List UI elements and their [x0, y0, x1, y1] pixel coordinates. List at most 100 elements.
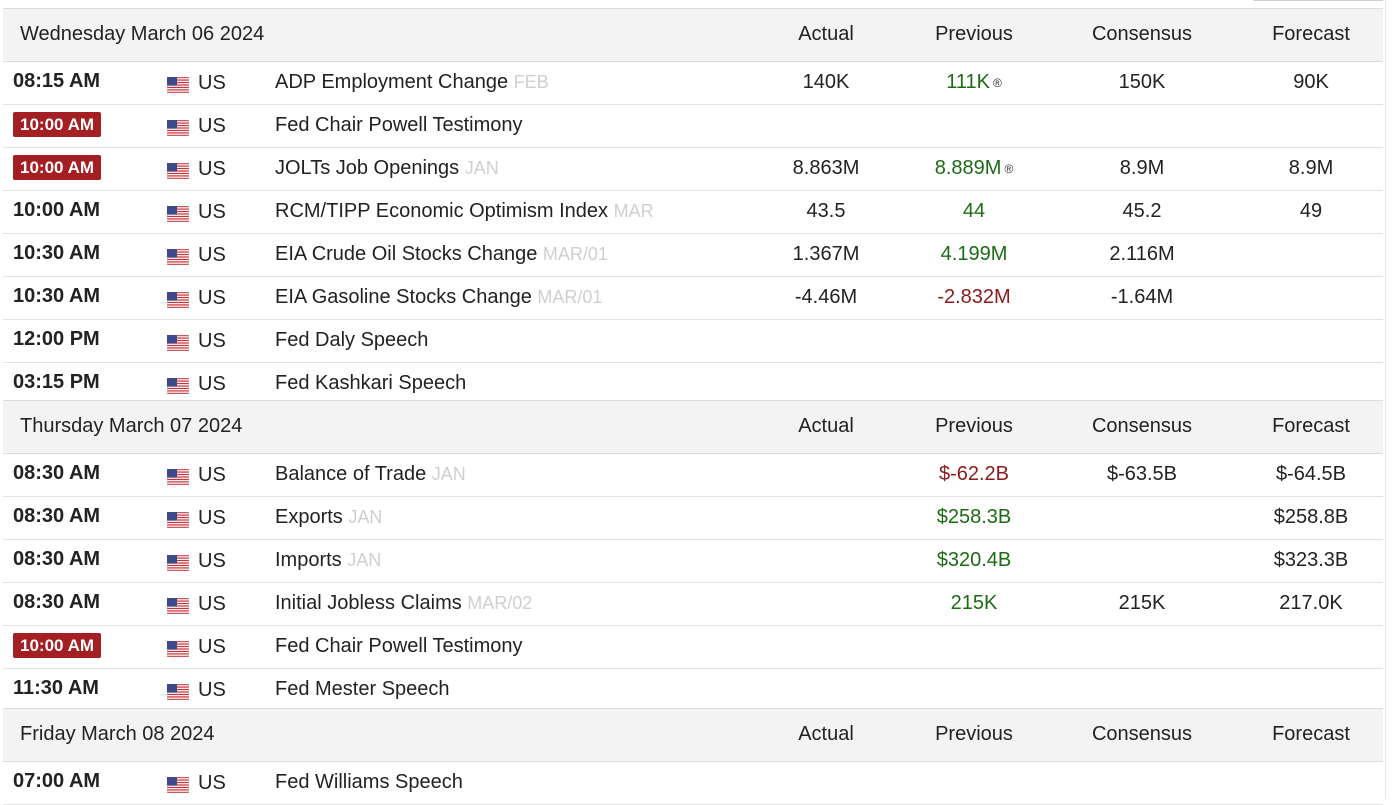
column-header-previous[interactable]: Previous: [935, 723, 1013, 745]
column-header-forecast[interactable]: Forecast: [1272, 23, 1350, 45]
day-header: Friday March 08 2024 Actual Previous Con…: [3, 708, 1383, 762]
consensus-value: 2.116M: [1109, 243, 1175, 265]
event-row[interactable]: 10:30 AM US EIA Crude Oil Stocks Change MA…: [3, 234, 1383, 277]
event-name-cell[interactable]: Fed Mester Speech: [275, 678, 450, 701]
event-name[interactable]: Fed Kashkari Speech: [275, 372, 467, 394]
event-row[interactable]: 11:30 AM US Fed Mester Speech: [3, 669, 1383, 712]
event-row[interactable]: 10:30 AM US EIA Gasoline Stocks Change MAR…: [3, 277, 1383, 320]
event-name-cell[interactable]: EIA Crude Oil Stocks Change MAR/01: [275, 243, 608, 266]
event-name[interactable]: RCM/TIPP Economic Optimism Index: [275, 200, 609, 222]
consensus-value: 150K: [1118, 71, 1166, 93]
event-country[interactable]: US: [198, 201, 226, 223]
event-name[interactable]: Imports: [275, 549, 342, 571]
event-country[interactable]: US: [198, 507, 226, 529]
event-reference-period: JAN: [348, 507, 383, 527]
event-name[interactable]: Fed Mester Speech: [275, 678, 450, 700]
column-header-forecast[interactable]: Forecast: [1272, 415, 1350, 437]
column-header-consensus[interactable]: Consensus: [1091, 23, 1193, 45]
event-time: 10:00 AM: [13, 155, 102, 180]
event-country[interactable]: US: [198, 636, 226, 658]
event-name-cell[interactable]: EIA Gasoline Stocks Change MAR/01: [275, 286, 602, 309]
event-name-cell[interactable]: Fed Williams Speech: [275, 771, 463, 794]
event-country[interactable]: US: [198, 158, 226, 180]
event-name-cell[interactable]: Initial Jobless Claims MAR/02: [275, 592, 532, 615]
previous-value-cell: $-62.2B: [894, 463, 1054, 486]
event-name[interactable]: Fed Daly Speech: [275, 329, 429, 351]
event-row[interactable]: 08:30 AM US Imports JAN $320.4B $323.3B: [3, 540, 1383, 583]
event-country[interactable]: US: [198, 244, 226, 266]
event-time: 03:15 PM: [13, 371, 100, 393]
event-row[interactable]: 10:00 AM US JOLTs Job Openings JAN 8.863M 8.…: [3, 148, 1383, 191]
event-country[interactable]: US: [198, 115, 226, 137]
us-flag-icon: [166, 377, 190, 395]
previous-value-cell: $320.4B: [894, 549, 1054, 572]
event-country[interactable]: US: [198, 550, 226, 572]
event-name[interactable]: Fed Chair Powell Testimony: [275, 114, 523, 136]
event-name[interactable]: EIA Gasoline Stocks Change: [275, 286, 532, 308]
us-flag-icon: [166, 511, 190, 529]
scrollbar[interactable]: [1385, 0, 1392, 799]
actual-value: 140K: [802, 71, 850, 93]
event-name[interactable]: Fed Williams Speech: [275, 771, 463, 793]
event-country[interactable]: US: [198, 373, 226, 395]
event-name[interactable]: JOLTs Job Openings: [275, 157, 460, 179]
forecast-value: $258.8B: [1273, 506, 1349, 528]
us-flag-icon: [166, 119, 190, 137]
column-header-actual[interactable]: Actual: [798, 23, 854, 45]
event-name[interactable]: Fed Chair Powell Testimony: [275, 635, 523, 657]
event-row[interactable]: 08:30 AM US Exports JAN $258.3B $258.8B: [3, 497, 1383, 540]
us-flag-icon: [166, 76, 190, 94]
event-name-cell[interactable]: Balance of Trade JAN: [275, 463, 466, 486]
event-row[interactable]: 08:15 AM US ADP Employment Change FEB 140K 1…: [3, 62, 1383, 105]
event-reference-period: JAN: [464, 158, 499, 178]
event-name[interactable]: Initial Jobless Claims: [275, 592, 462, 614]
actual-value: 8.863M: [792, 157, 860, 179]
consensus-value: -1.64M: [1110, 286, 1174, 308]
event-reference-period: MAR: [613, 201, 654, 221]
event-row[interactable]: 10:00 AM US RCM/TIPP Economic Optimism Ind…: [3, 191, 1383, 234]
previous-value: -2.832M: [937, 286, 1011, 308]
event-reference-period: JAN: [431, 464, 466, 484]
previous-value: 8.889M: [934, 157, 1002, 179]
event-name[interactable]: EIA Crude Oil Stocks Change: [275, 243, 538, 265]
column-header-consensus[interactable]: Consensus: [1091, 415, 1193, 437]
us-flag-icon: [166, 291, 190, 309]
event-row[interactable]: 10:00 AM US Fed Chair Powell Testimony: [3, 105, 1383, 148]
column-header-previous[interactable]: Previous: [935, 415, 1013, 437]
event-name-cell[interactable]: Exports JAN: [275, 506, 382, 529]
event-row[interactable]: 12:00 PM US Fed Daly Speech: [3, 320, 1383, 363]
event-country[interactable]: US: [198, 464, 226, 486]
event-row[interactable]: 10:00 AM US Fed Chair Powell Testimony: [3, 626, 1383, 669]
event-name-cell[interactable]: JOLTs Job Openings JAN: [275, 157, 499, 180]
event-name-cell[interactable]: ADP Employment Change FEB: [275, 71, 549, 94]
column-header-consensus[interactable]: Consensus: [1091, 723, 1193, 745]
day-section: Friday March 08 2024 Actual Previous Con…: [3, 708, 1383, 805]
event-name[interactable]: Balance of Trade: [275, 463, 427, 485]
event-name-cell[interactable]: Fed Chair Powell Testimony: [275, 114, 523, 137]
event-name-cell[interactable]: RCM/TIPP Economic Optimism Index MAR: [275, 200, 654, 223]
event-country[interactable]: US: [198, 593, 226, 615]
event-name-cell[interactable]: Fed Kashkari Speech: [275, 372, 466, 395]
column-header-previous[interactable]: Previous: [935, 23, 1013, 45]
column-header-actual[interactable]: Actual: [798, 723, 854, 745]
event-country[interactable]: US: [198, 772, 226, 794]
event-name-cell[interactable]: Fed Chair Powell Testimony: [275, 635, 523, 658]
previous-value-cell: 111K ®: [894, 71, 1054, 94]
event-country[interactable]: US: [198, 330, 226, 352]
event-country[interactable]: US: [198, 287, 226, 309]
event-row[interactable]: 08:30 AM US Balance of Trade JAN $-62.2B $-6…: [3, 454, 1383, 497]
event-name-cell[interactable]: Fed Daly Speech: [275, 329, 428, 352]
event-name-cell[interactable]: Imports JAN: [275, 549, 381, 572]
event-country[interactable]: US: [198, 72, 226, 94]
event-reference-period: JAN: [347, 550, 382, 570]
column-header-actual[interactable]: Actual: [798, 415, 854, 437]
day-title: Thursday March 07 2024: [20, 415, 243, 437]
event-country[interactable]: US: [198, 679, 226, 701]
previous-value-cell: $258.3B: [894, 506, 1054, 529]
column-header-forecast[interactable]: Forecast: [1272, 723, 1350, 745]
event-name[interactable]: Exports: [275, 506, 343, 528]
event-reference-period: MAR/01: [542, 244, 608, 264]
event-row[interactable]: 08:30 AM US Initial Jobless Claims MAR/02 2…: [3, 583, 1383, 626]
us-flag-icon: [166, 248, 190, 266]
event-name[interactable]: ADP Employment Change: [275, 71, 509, 93]
